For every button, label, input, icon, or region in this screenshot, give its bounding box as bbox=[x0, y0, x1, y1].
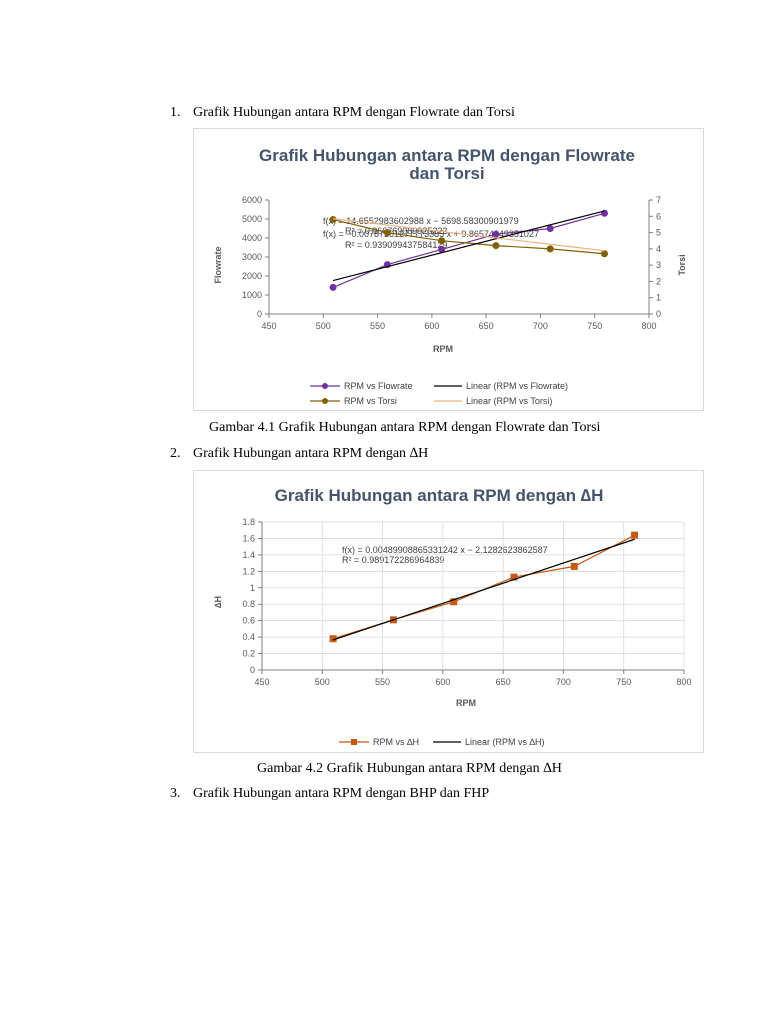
data-point bbox=[329, 216, 337, 224]
data-point bbox=[492, 242, 500, 250]
list-text: Grafik Hubungan antara RPM dengan Flowra… bbox=[193, 105, 515, 120]
data-point bbox=[546, 225, 554, 232]
legend-label-linear-delta-h: Linear (RPM vs ∆H) bbox=[465, 737, 545, 747]
y2-tick-label: 0 bbox=[656, 309, 661, 319]
x-tick-label: 500 bbox=[316, 321, 331, 331]
chart-flowrate-torsi: Grafik Hubungan antara RPM dengan Flowra… bbox=[193, 128, 704, 411]
data-point bbox=[492, 230, 500, 238]
data-point bbox=[438, 245, 446, 253]
trendline-0 bbox=[332, 210, 605, 282]
data-point bbox=[570, 562, 578, 570]
y-tick-label: 0.2 bbox=[242, 649, 255, 659]
data-point bbox=[450, 598, 458, 606]
x-tick-label: 500 bbox=[315, 677, 330, 687]
annotation-flowrate-eq: f(x) = 14.6552983602988 x − 5698.5830090… bbox=[323, 216, 519, 226]
legend-label-torsi: RPM vs Torsi bbox=[344, 396, 397, 406]
legend-label-delta-h: RPM vs ∆H bbox=[373, 737, 419, 747]
trendline-0 bbox=[332, 538, 635, 641]
x-tick-label: 750 bbox=[616, 677, 631, 687]
chart-delta-h: Grafik Hubungan antara RPM dengan ∆H f(x… bbox=[193, 470, 704, 753]
y-tick-label: 1.4 bbox=[242, 550, 255, 560]
y-tick-label: 1.6 bbox=[242, 533, 255, 543]
y2-tick-label: 7 bbox=[656, 195, 661, 205]
y-tick-label: 0.8 bbox=[242, 599, 255, 609]
annotation-torsi-r2: R² = 0.939099437584129 bbox=[345, 240, 447, 250]
data-point bbox=[631, 531, 639, 539]
legend-marker-flowrate bbox=[322, 383, 328, 389]
legend-label-flowrate: RPM vs Flowrate bbox=[344, 381, 413, 391]
legend-marker-torsi bbox=[322, 398, 328, 404]
list-text: Grafik Hubungan antara RPM dengan ∆H bbox=[193, 446, 429, 461]
chart-title-line2: dan Torsi bbox=[409, 164, 484, 183]
annotation-flowrate-r2: R² = 0.966769089925222 bbox=[345, 226, 447, 236]
y-tick-label: 2000 bbox=[242, 271, 262, 281]
x-tick-label: 600 bbox=[435, 677, 450, 687]
y-tick-label: 0 bbox=[257, 309, 262, 319]
y2-tick-label: 1 bbox=[656, 293, 661, 303]
legend-label-linear-flowrate: Linear (RPM vs Flowrate) bbox=[466, 381, 568, 391]
y-tick-label: 1.2 bbox=[242, 566, 255, 576]
list-number: 3. bbox=[170, 786, 181, 801]
list-item-2: 2. Grafik Hubungan antara RPM dengan ∆H bbox=[170, 446, 428, 462]
y-tick-label: 3000 bbox=[242, 252, 262, 262]
list-text: Grafik Hubungan antara RPM dengan BHP da… bbox=[193, 786, 490, 801]
annotation-torsi-eq: f(x) = −0.00787261277773385 x + 9.865740… bbox=[323, 229, 539, 239]
x-tick-label: 550 bbox=[375, 677, 390, 687]
data-point bbox=[383, 229, 391, 237]
caption-figure-4-2: Gambar 4.2 Grafik Hubungan antara RPM de… bbox=[257, 761, 562, 776]
x-tick-label: 700 bbox=[556, 677, 571, 687]
list-number: 2. bbox=[170, 446, 181, 461]
list-number: 1. bbox=[170, 105, 181, 120]
y-axis-label: ∆H bbox=[213, 596, 223, 608]
data-point bbox=[329, 635, 337, 643]
list-item-3: 3. Grafik Hubungan antara RPM dengan BHP … bbox=[170, 786, 489, 802]
data-point bbox=[329, 283, 337, 291]
chart-title-line1: Grafik Hubungan antara RPM dengan Flowra… bbox=[259, 146, 635, 165]
x-tick-label: 450 bbox=[254, 677, 269, 687]
caption-figure-4-1: Gambar 4.1 Grafik Hubungan antara RPM de… bbox=[209, 420, 601, 435]
y-tick-label: 0.4 bbox=[242, 632, 255, 642]
legend-marker-delta-h bbox=[351, 739, 357, 745]
x-tick-label: 450 bbox=[261, 321, 276, 331]
y-tick-label: 1000 bbox=[242, 290, 262, 300]
series-line-1 bbox=[332, 218, 605, 255]
x-axis-label: RPM bbox=[456, 698, 476, 708]
x-tick-label: 550 bbox=[370, 321, 385, 331]
data-point bbox=[546, 245, 554, 253]
data-point bbox=[600, 250, 608, 258]
trendline-1 bbox=[332, 218, 605, 252]
y2-axis-label: Torsi bbox=[677, 254, 687, 275]
data-point bbox=[438, 237, 446, 245]
x-tick-label: 650 bbox=[479, 321, 494, 331]
y-axis-label: Flowrate bbox=[213, 246, 223, 283]
y-tick-label: 0.6 bbox=[242, 616, 255, 626]
y-tick-label: 4000 bbox=[242, 233, 262, 243]
y-tick-label: 5000 bbox=[242, 214, 262, 224]
x-tick-label: 800 bbox=[676, 677, 691, 687]
y2-tick-label: 5 bbox=[656, 228, 661, 238]
y-tick-label: 1 bbox=[250, 583, 255, 593]
list-item-1: 1. Grafik Hubungan antara RPM dengan Flow… bbox=[170, 105, 515, 121]
chart-flowrate-torsi-svg: Grafik Hubungan antara RPM dengan Flowra… bbox=[213, 146, 687, 406]
y2-tick-label: 2 bbox=[656, 276, 661, 286]
legend-label-linear-torsi: Linear (RPM vs Torsi) bbox=[466, 396, 552, 406]
data-point bbox=[600, 209, 608, 217]
y-tick-label: 0 bbox=[250, 665, 255, 675]
y2-tick-label: 4 bbox=[656, 244, 661, 254]
x-tick-label: 600 bbox=[424, 321, 439, 331]
chart-title: Grafik Hubungan antara RPM dengan ∆H bbox=[275, 486, 604, 505]
y-tick-label: 6000 bbox=[242, 195, 262, 205]
y2-tick-label: 6 bbox=[656, 211, 661, 221]
x-tick-label: 800 bbox=[641, 321, 656, 331]
y-tick-label: 1.8 bbox=[242, 517, 255, 527]
chart-delta-h-svg: Grafik Hubungan antara RPM dengan ∆H f(x… bbox=[213, 486, 692, 747]
x-tick-label: 700 bbox=[533, 321, 548, 331]
data-point bbox=[510, 573, 518, 581]
y2-tick-label: 3 bbox=[656, 260, 661, 270]
x-axis-label: RPM bbox=[433, 344, 453, 354]
annotation-delta-h-r2: R² = 0.989172286964839 bbox=[342, 555, 444, 565]
x-tick-label: 750 bbox=[587, 321, 602, 331]
annotation-delta-h-eq: f(x) = 0.00489908865331242 x − 2.1282623… bbox=[342, 545, 548, 555]
x-tick-label: 650 bbox=[496, 677, 511, 687]
